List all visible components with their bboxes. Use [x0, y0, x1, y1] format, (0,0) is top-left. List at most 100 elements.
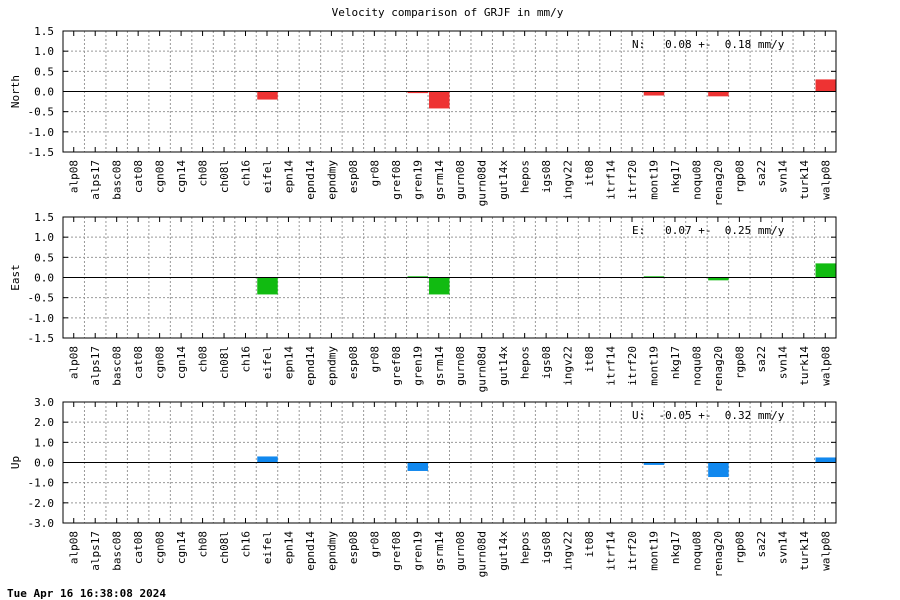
x-tick-label: hepos — [519, 160, 532, 193]
x-tick-label: sa22 — [755, 531, 768, 558]
x-tick-label: svn14 — [776, 160, 789, 193]
x-tick-label: epnd14 — [304, 160, 317, 200]
y-tick-label: 0.0 — [34, 457, 54, 470]
x-tick-label: rgp08 — [733, 160, 746, 193]
x-tick-label: it08 — [583, 160, 596, 187]
panel-up: 3.0 2.0 1.0 0.0 -1.0 -2.0 -3.0 alp08 alps17 basc0… — [9, 396, 837, 577]
y-tick-label: 2.0 — [34, 416, 54, 429]
x-tick-label: epn14 — [282, 160, 295, 193]
y-tick-label: -1.5 — [28, 332, 55, 345]
timestamp: Tue Apr 16 16:38:08 2024 — [7, 587, 166, 600]
x-tick-label: ch08 — [197, 531, 210, 558]
x-tick-label: gurn08d — [476, 346, 489, 392]
y-axis-label: Up — [9, 456, 22, 469]
x-tick-label: epndmy — [325, 346, 338, 386]
x-tick-label: hepos — [519, 531, 532, 564]
x-tick-label: itrf14 — [605, 531, 618, 571]
x-tick-label: cgn08 — [154, 160, 167, 193]
x-tick-label: svn14 — [776, 346, 789, 379]
x-tick-label: gut14x — [497, 346, 510, 386]
x-tick-label: cgn14 — [175, 346, 188, 379]
x-tick-label: esp08 — [347, 531, 360, 564]
x-tick-label: mont19 — [647, 346, 660, 386]
x-tick-label: gsrm14 — [433, 531, 446, 571]
x-tick-label: nkg17 — [669, 531, 682, 564]
y-tick-label: 1.0 — [34, 45, 54, 58]
bar-gren19 — [407, 91, 429, 94]
x-tick-label: cat08 — [132, 160, 145, 193]
x-tick-label: gren19 — [411, 531, 424, 571]
x-tick-label: eifel — [261, 160, 274, 193]
x-tick-label: cgn08 — [154, 531, 167, 564]
x-tick-label: gut14x — [497, 531, 510, 571]
y-axis-label: East — [9, 264, 22, 291]
bar-walp08 — [815, 79, 836, 92]
x-tick-label: it08 — [583, 346, 596, 373]
x-tick-label: renag20 — [712, 160, 725, 206]
bar-mont19 — [643, 276, 665, 278]
y-axis-label: North — [9, 75, 22, 108]
x-tick-label: alp08 — [68, 346, 81, 379]
y-tick-label: -0.5 — [28, 106, 55, 119]
x-tick-label: alps17 — [89, 346, 102, 386]
x-tick-label: itrf20 — [626, 160, 639, 200]
x-tick-label: turk14 — [798, 346, 811, 386]
x-tick-label: it08 — [583, 531, 596, 558]
x-tick-label: cat08 — [132, 346, 145, 379]
velocity-annotation: U: -0.05 +- 0.32 mm/y — [632, 409, 785, 422]
x-tick-label: ch08l — [218, 346, 231, 379]
x-tick-label: ingv22 — [562, 531, 575, 571]
y-tick-label: 1.0 — [34, 436, 54, 449]
x-tick-label: sa22 — [755, 160, 768, 187]
x-tick-label: mont19 — [647, 531, 660, 571]
panel-north: 1.5 1.0 0.5 0.0 -0.5 -1.0 -1.5 alp08 alps17 basc0… — [9, 25, 837, 206]
bar-renag20 — [708, 277, 729, 281]
x-tick-label: esp08 — [347, 160, 360, 193]
bar-eifel — [257, 456, 278, 463]
y-tick-label: -1.0 — [28, 126, 55, 139]
x-tick-label: esp08 — [347, 346, 360, 379]
x-tick-label: itrf14 — [605, 346, 618, 386]
x-tick-label: gref08 — [390, 346, 403, 386]
x-tick-label: ch16 — [240, 160, 253, 187]
bar-gsrm14 — [429, 277, 450, 295]
y-tick-label: 0.0 — [34, 272, 54, 285]
x-tick-label: alp08 — [68, 531, 81, 564]
y-tick-label: 0.0 — [34, 86, 54, 99]
y-tick-label: 0.5 — [34, 65, 54, 78]
x-tick-label: gut14x — [497, 160, 510, 200]
y-tick-label: 1.0 — [34, 231, 54, 244]
y-tick-label: -0.5 — [28, 292, 55, 305]
y-tick-label: 3.0 — [34, 396, 54, 409]
x-tick-label: svn14 — [776, 531, 789, 564]
x-tick-label: gr08 — [368, 160, 381, 187]
x-tick-label: cgn08 — [154, 346, 167, 379]
bar-walp08 — [815, 457, 836, 463]
x-tick-label: noqu08 — [690, 531, 703, 571]
x-tick-label: sa22 — [755, 346, 768, 373]
x-tick-label: gren19 — [411, 160, 424, 200]
x-tick-label: igs08 — [540, 160, 553, 193]
x-tick-label: cgn14 — [175, 160, 188, 193]
x-tick-label: gurn08d — [476, 160, 489, 206]
x-tick-label: epnd14 — [304, 531, 317, 571]
x-tick-label: itrf14 — [605, 160, 618, 200]
x-tick-label: turk14 — [798, 531, 811, 571]
chart-title: Velocity comparison of GRJF in mm/y — [331, 6, 564, 19]
bar-renag20 — [708, 462, 729, 478]
x-tick-label: ch08l — [218, 160, 231, 193]
x-tick-label: alps17 — [89, 160, 102, 200]
x-tick-label: gsrm14 — [433, 346, 446, 386]
x-tick-label: itrf20 — [626, 346, 639, 386]
y-tick-label: -1.0 — [28, 477, 55, 490]
x-tick-label: ingv22 — [562, 160, 575, 200]
y-tick-label: -3.0 — [28, 517, 55, 530]
x-tick-label: mont19 — [647, 160, 660, 200]
x-tick-label: ch08l — [218, 531, 231, 564]
x-tick-label: eifel — [261, 346, 274, 379]
x-tick-label: gref08 — [390, 531, 403, 571]
x-tick-label: walp08 — [819, 346, 832, 386]
x-tick-label: ch08 — [197, 160, 210, 187]
x-tick-label: gurn08 — [454, 346, 467, 386]
